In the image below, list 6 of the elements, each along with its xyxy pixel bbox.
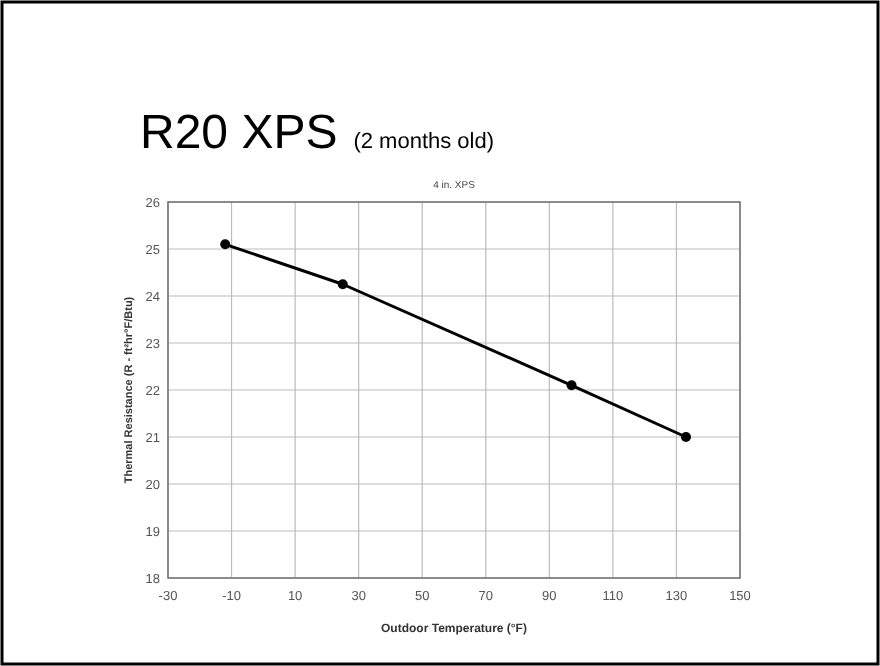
chart-title: R20 XPS: [140, 106, 338, 160]
point: [566, 380, 577, 391]
point: [220, 239, 231, 250]
point: [680, 432, 691, 442]
point: [337, 279, 348, 290]
chart-subtitle: (2 months old): [353, 130, 495, 154]
